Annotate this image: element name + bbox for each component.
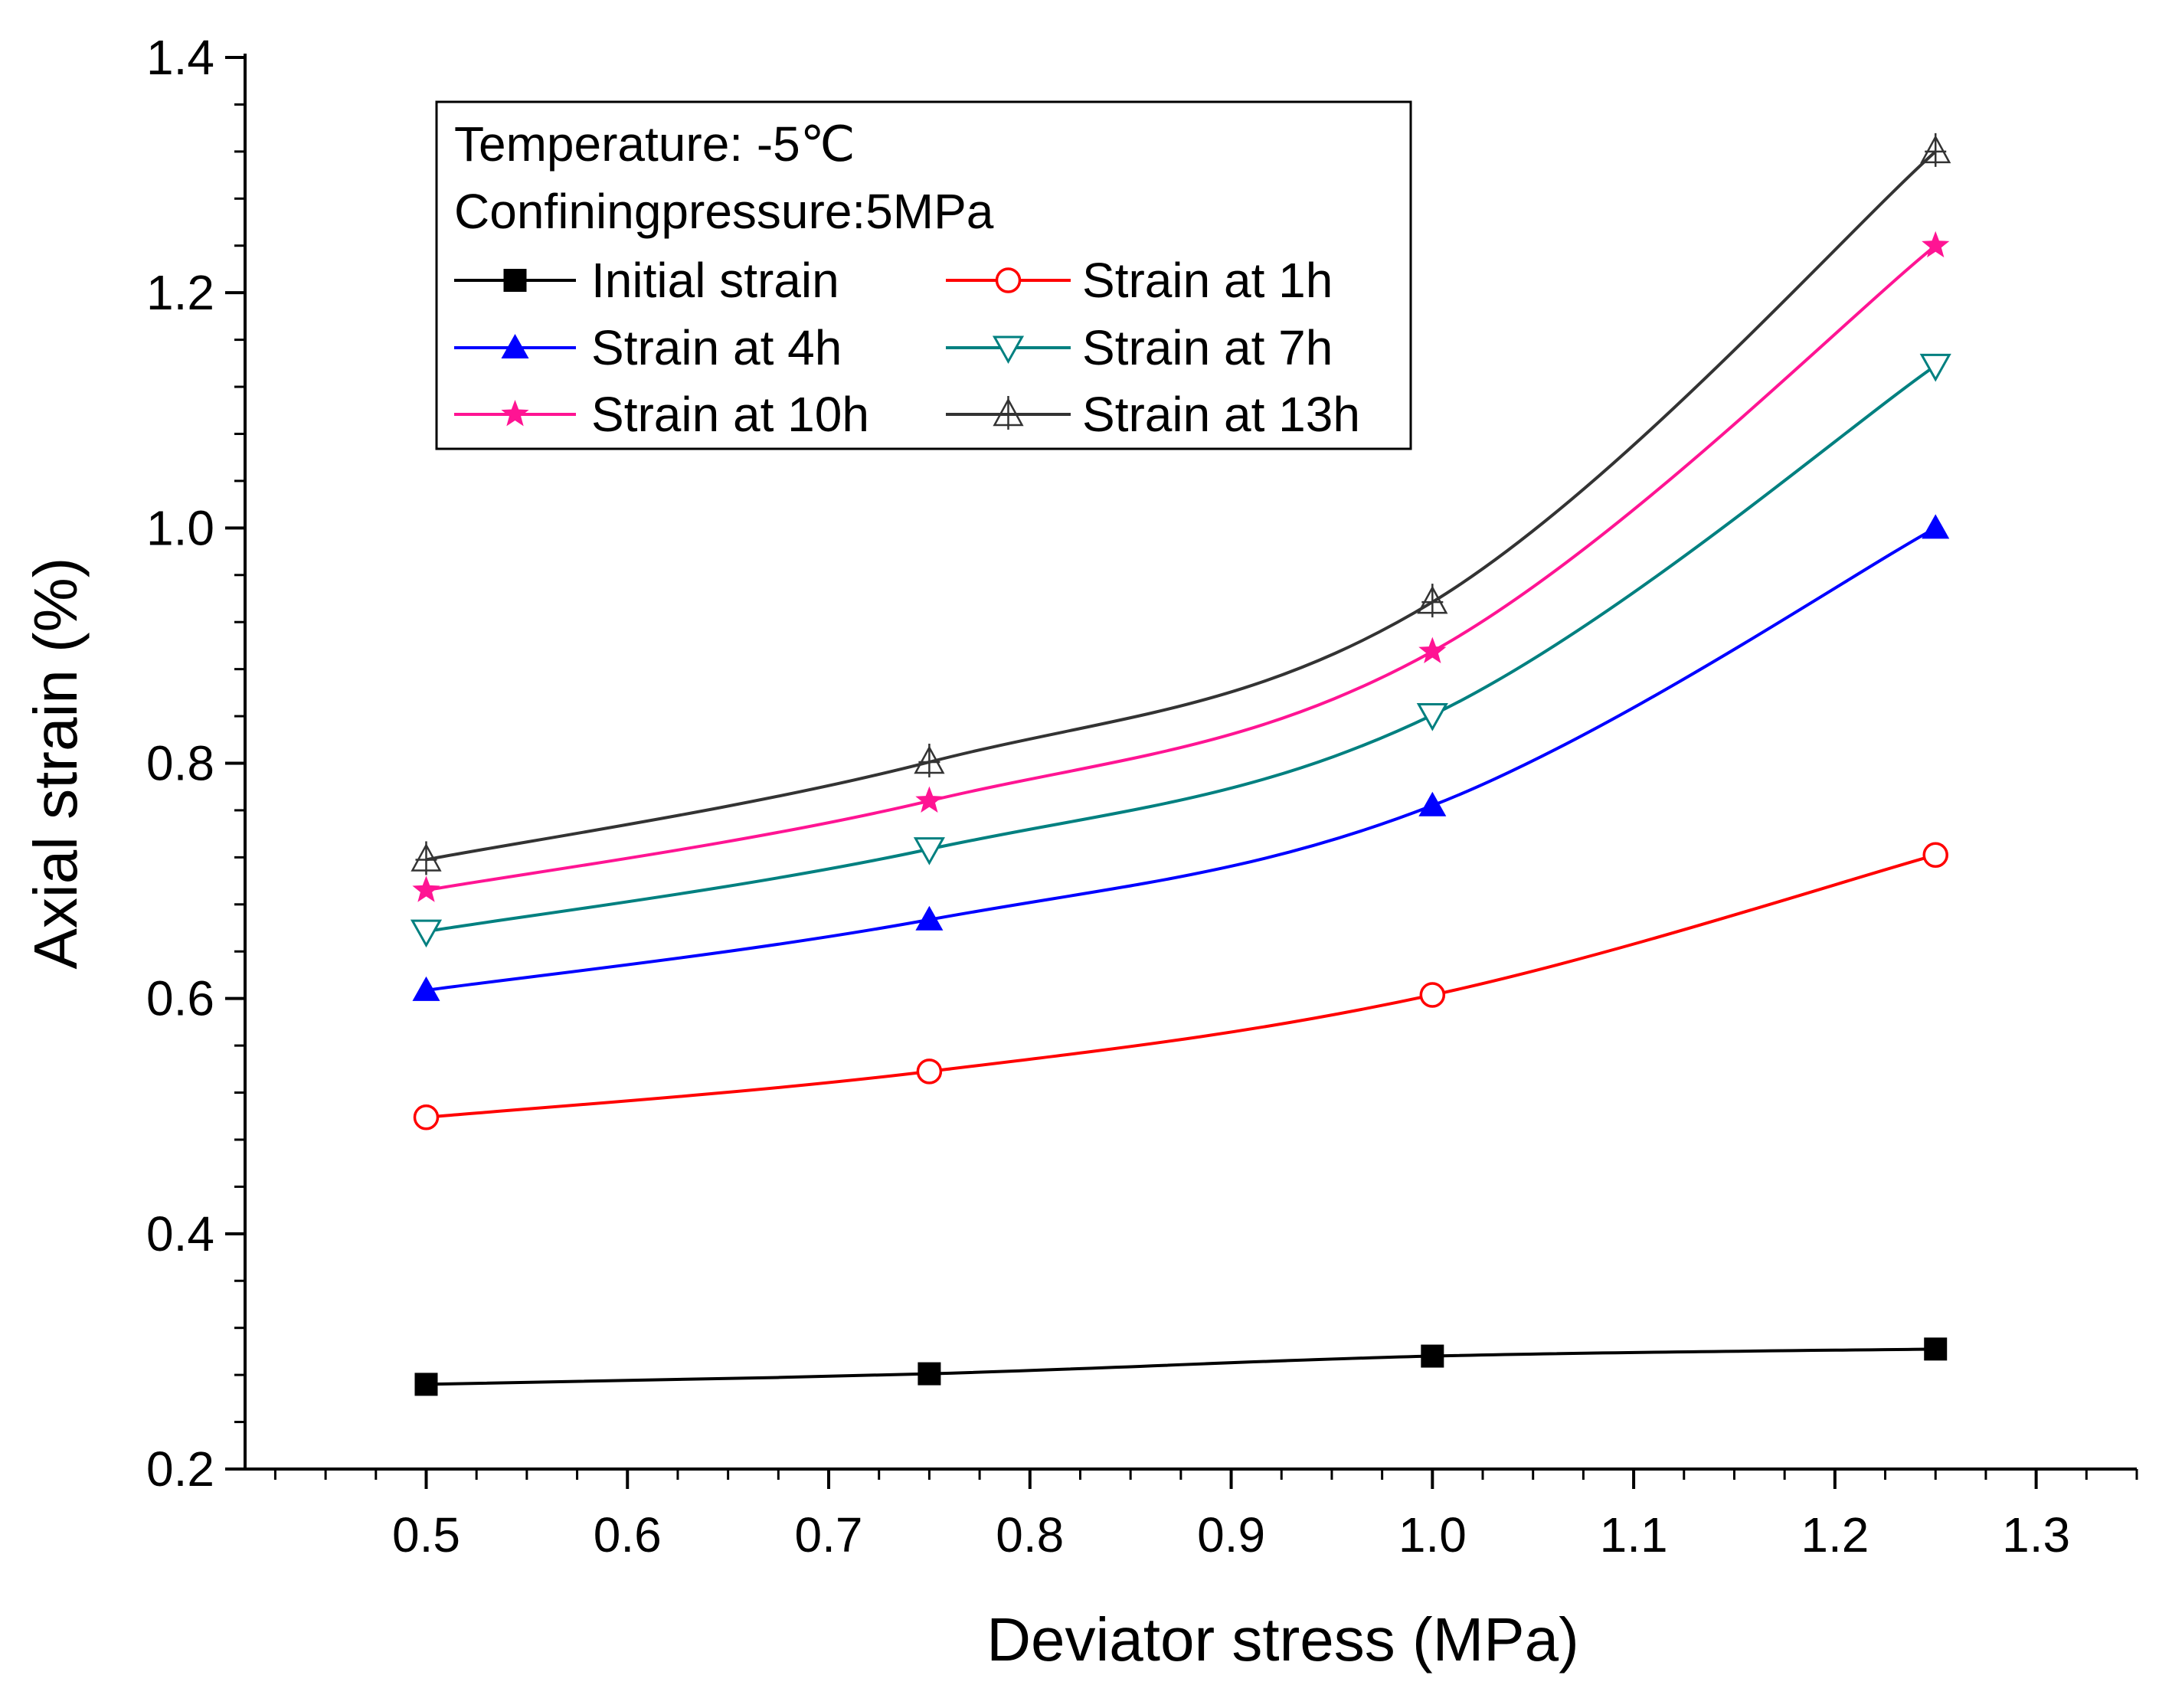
y-tick-label: 0.6 (146, 971, 214, 1026)
series-4-point-3 (1922, 231, 1950, 258)
legend-item-5-label: Strain at 13h (1082, 387, 1360, 442)
legend-item-0-marker (503, 269, 527, 292)
y-tick-label: 1.4 (146, 30, 214, 85)
legend-annotation-pressure: Confiningpressure:5MPa (454, 184, 994, 239)
series-2-point-1 (915, 905, 944, 931)
legend-item-5: Strain at 13h (946, 387, 1360, 442)
x-tick-label: 1.1 (1600, 1507, 1668, 1562)
y-tick-label: 1.2 (146, 265, 214, 320)
series-3-point-1 (913, 837, 945, 865)
legend-item-4-label: Strain at 10h (591, 387, 869, 442)
legend-item-4: Strain at 10h (454, 387, 869, 442)
legend-item-0: Initial strain (454, 253, 839, 308)
series-0-point-2 (1421, 1344, 1444, 1368)
x-tick-label: 0.7 (795, 1507, 863, 1562)
x-axis-title: Deviator stress (MPa) (986, 1605, 1578, 1674)
y-tick-label: 0.4 (146, 1206, 214, 1261)
series-2-point-3 (1922, 514, 1950, 539)
series-0-point-3 (1924, 1337, 1948, 1361)
legend-item-0-label: Initial strain (591, 253, 839, 308)
series-4-line (426, 244, 1937, 892)
legend-item-1-marker (995, 267, 1022, 293)
series-5 (411, 133, 1951, 875)
series-2 (412, 514, 1950, 1001)
x-tick-label: 1.2 (1801, 1507, 1869, 1562)
x-tick-label: 0.5 (392, 1507, 460, 1562)
legend-item-5-marker (993, 396, 1024, 430)
legend-item-2-label: Strain at 4h (591, 320, 842, 375)
series-2-line (426, 526, 1937, 992)
series-1-point-1 (916, 1059, 943, 1085)
series-0-point-1 (918, 1362, 941, 1386)
series-3-point-2 (1416, 703, 1448, 731)
x-tick-label: 1.0 (1398, 1507, 1467, 1562)
legend-annotation-temperature: Temperature: -5℃ (454, 116, 855, 172)
series-4-point-0 (412, 875, 440, 902)
series-3-line (426, 364, 1937, 934)
x-tick-label: 0.6 (594, 1507, 662, 1562)
legend-item-2: Strain at 4h (454, 320, 842, 375)
series-5-point-1 (914, 743, 945, 777)
x-tick-label: 0.9 (1197, 1507, 1265, 1562)
legend-box (435, 100, 1412, 450)
legend-item-3-marker (992, 335, 1025, 365)
series-4-point-2 (1418, 636, 1447, 663)
x-tick-label: 0.8 (996, 1507, 1064, 1562)
series-4 (412, 231, 1950, 902)
legend-layer: Temperature: -5℃ Confiningpressure:5MPa In… (435, 100, 1412, 450)
series-0-point-0 (414, 1373, 438, 1396)
legend-item-1: Strain at 1h (946, 253, 1333, 308)
series-4-point-1 (915, 786, 944, 813)
series-1-point-2 (1419, 982, 1446, 1008)
legend-item-1-label: Strain at 1h (1082, 253, 1333, 308)
legend-item-3-label: Strain at 7h (1082, 320, 1333, 375)
series-2-point-0 (412, 976, 440, 1001)
series-5-point-3 (1920, 133, 1951, 167)
y-tick-label: 0.8 (146, 736, 214, 791)
legend-item-4-marker (501, 400, 529, 427)
axes-layer: 0.2 0.4 0.6 0.8 1.0 1.2 1.4 0.5 0.6 0.7 0.8 0.9 1.0 1… (21, 30, 2138, 1674)
series-1 (413, 842, 1948, 1130)
series-1-point-0 (413, 1104, 440, 1130)
series-5-point-0 (411, 841, 442, 875)
y-tick-label: 0.2 (146, 1441, 214, 1497)
y-axis-title: Axial strain (%) (21, 558, 90, 970)
y-tick-label: 1.0 (146, 500, 214, 555)
series-3-point-0 (410, 919, 443, 948)
series-5-point-2 (1417, 584, 1448, 618)
legend-item-3: Strain at 7h (946, 320, 1333, 375)
series-1-line (426, 853, 1936, 1119)
legend-item-2-marker (501, 334, 529, 358)
series-3 (410, 353, 1951, 948)
series-2-point-2 (1418, 791, 1447, 816)
series-0-line (426, 1347, 1936, 1386)
x-tick-label: 1.3 (2002, 1507, 2070, 1562)
series-layer (410, 133, 1951, 1396)
series-5-line (426, 150, 1937, 862)
series-0 (414, 1337, 1948, 1396)
series-3-point-3 (1919, 353, 1951, 382)
series-1-point-3 (1922, 842, 1948, 869)
